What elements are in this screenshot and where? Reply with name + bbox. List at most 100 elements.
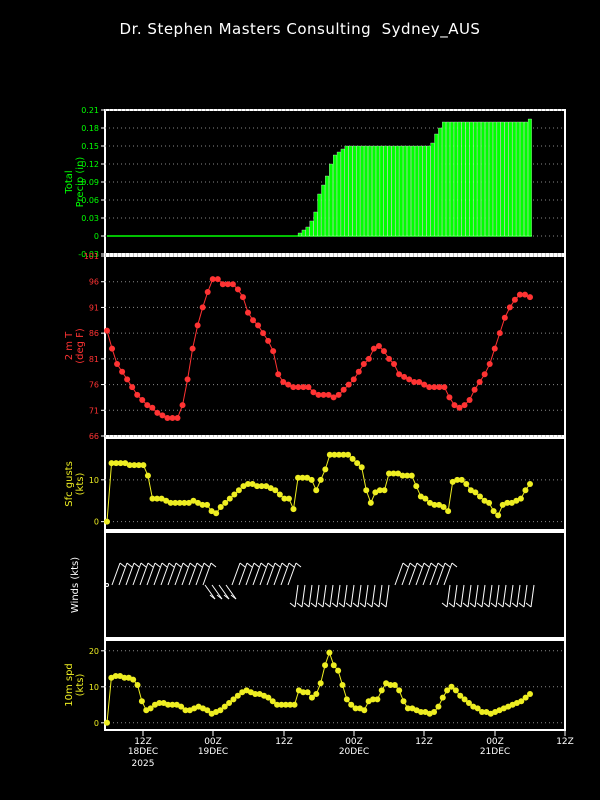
data-point (461, 696, 468, 703)
precip-bar (410, 145, 415, 237)
precip-bar (446, 121, 450, 237)
wind-barb-feather (525, 602, 532, 608)
x-date-label: 18DEC (128, 747, 158, 757)
wind-barb (523, 584, 528, 608)
y-axis-label: Winds (kts) (70, 557, 81, 613)
data-point (527, 691, 533, 697)
data-point (396, 371, 403, 378)
precip-bar (368, 145, 372, 237)
wind-barb-feather (288, 562, 295, 568)
precip-bar (461, 121, 466, 237)
wind-barb (453, 584, 458, 608)
data-point (358, 464, 365, 471)
wind-barb (252, 562, 262, 586)
wind-barb-feather (246, 562, 253, 568)
wind-barb-feather (295, 562, 302, 568)
wind-barb-feather (448, 602, 455, 608)
data-point (204, 501, 211, 508)
y-axis-label-line: (deg F) (75, 328, 86, 364)
precip-bar (321, 184, 326, 237)
data-point (250, 317, 257, 324)
data-point (164, 415, 171, 421)
data-point (308, 476, 315, 483)
data-point (522, 694, 529, 701)
data-point (139, 397, 146, 403)
data-point (270, 348, 277, 355)
precip-bar (317, 193, 322, 237)
y-axis-label: 2 m T (deg F) (64, 328, 86, 364)
data-point (504, 499, 511, 506)
wind-barb (509, 584, 514, 608)
data-point (399, 472, 406, 479)
data-point (158, 495, 165, 502)
data-point (471, 386, 478, 393)
data-point (234, 692, 241, 699)
data-point (226, 495, 233, 502)
precip-bar (360, 145, 365, 237)
data-point (154, 495, 161, 502)
y-axis-label-line: (kts) (75, 674, 86, 697)
data-point (252, 691, 259, 697)
wind-barb-feather (119, 562, 126, 568)
data-point (280, 379, 287, 385)
wind-barb (308, 584, 313, 608)
precip-bar (340, 148, 345, 237)
precip-bar (329, 163, 333, 237)
wind-barb-feather (126, 562, 133, 568)
wind-barb (443, 562, 453, 586)
precip-bar (309, 220, 314, 237)
data-point (260, 330, 267, 337)
wind-barb (322, 584, 327, 608)
data-point (411, 379, 418, 385)
wind-barb-feather (303, 602, 310, 608)
data-point (444, 687, 451, 694)
wind-barb (385, 584, 390, 608)
wind-barb (446, 584, 451, 608)
data-point (285, 495, 292, 502)
data-point (435, 703, 442, 710)
y-axis-label: Total Precip (in) (64, 157, 86, 208)
precip-bar (524, 121, 528, 237)
precip-bar (500, 121, 505, 237)
y-axis-label-line: Winds (kts) (70, 557, 81, 613)
data-point (194, 322, 201, 329)
wind-barb (364, 584, 369, 608)
data-point (465, 700, 472, 706)
y-tick-label: 0.12 (81, 160, 99, 169)
precip-bar (399, 145, 404, 237)
data-point (255, 322, 262, 329)
data-point (254, 483, 261, 490)
wind-barb-feather (504, 602, 511, 608)
wind-barb (460, 584, 465, 608)
wind-barb (174, 562, 184, 586)
data-point (340, 386, 347, 393)
data-point (165, 701, 172, 708)
data-point (350, 376, 357, 383)
data-point (404, 705, 411, 712)
wind-barb (218, 584, 230, 600)
precip-bar (356, 145, 361, 237)
data-point (516, 291, 523, 298)
y-axis-label-line: (kts) (75, 473, 86, 496)
data-point (274, 701, 281, 708)
precip-bar (375, 145, 380, 237)
wind-barb (481, 584, 486, 608)
data-point (229, 281, 236, 288)
wind-barb-feather (296, 602, 303, 608)
precip-bar (344, 145, 349, 237)
precip-bar (442, 121, 446, 237)
data-point (363, 487, 370, 494)
data-point (313, 691, 320, 697)
data-point (149, 495, 156, 502)
data-point (308, 694, 315, 701)
precip-bar (418, 145, 423, 237)
y-tick-label: 0.09 (81, 178, 99, 187)
x-tick-label: 12Z (415, 737, 433, 747)
wind-barb (105, 583, 109, 587)
wind-barb-feather (147, 562, 154, 568)
y-axis-label-line: Sfc gusts (64, 461, 75, 507)
data-point (404, 472, 411, 479)
data-point (313, 487, 320, 494)
wind-barb (502, 584, 507, 608)
y-tick-label: 96 (89, 278, 99, 287)
